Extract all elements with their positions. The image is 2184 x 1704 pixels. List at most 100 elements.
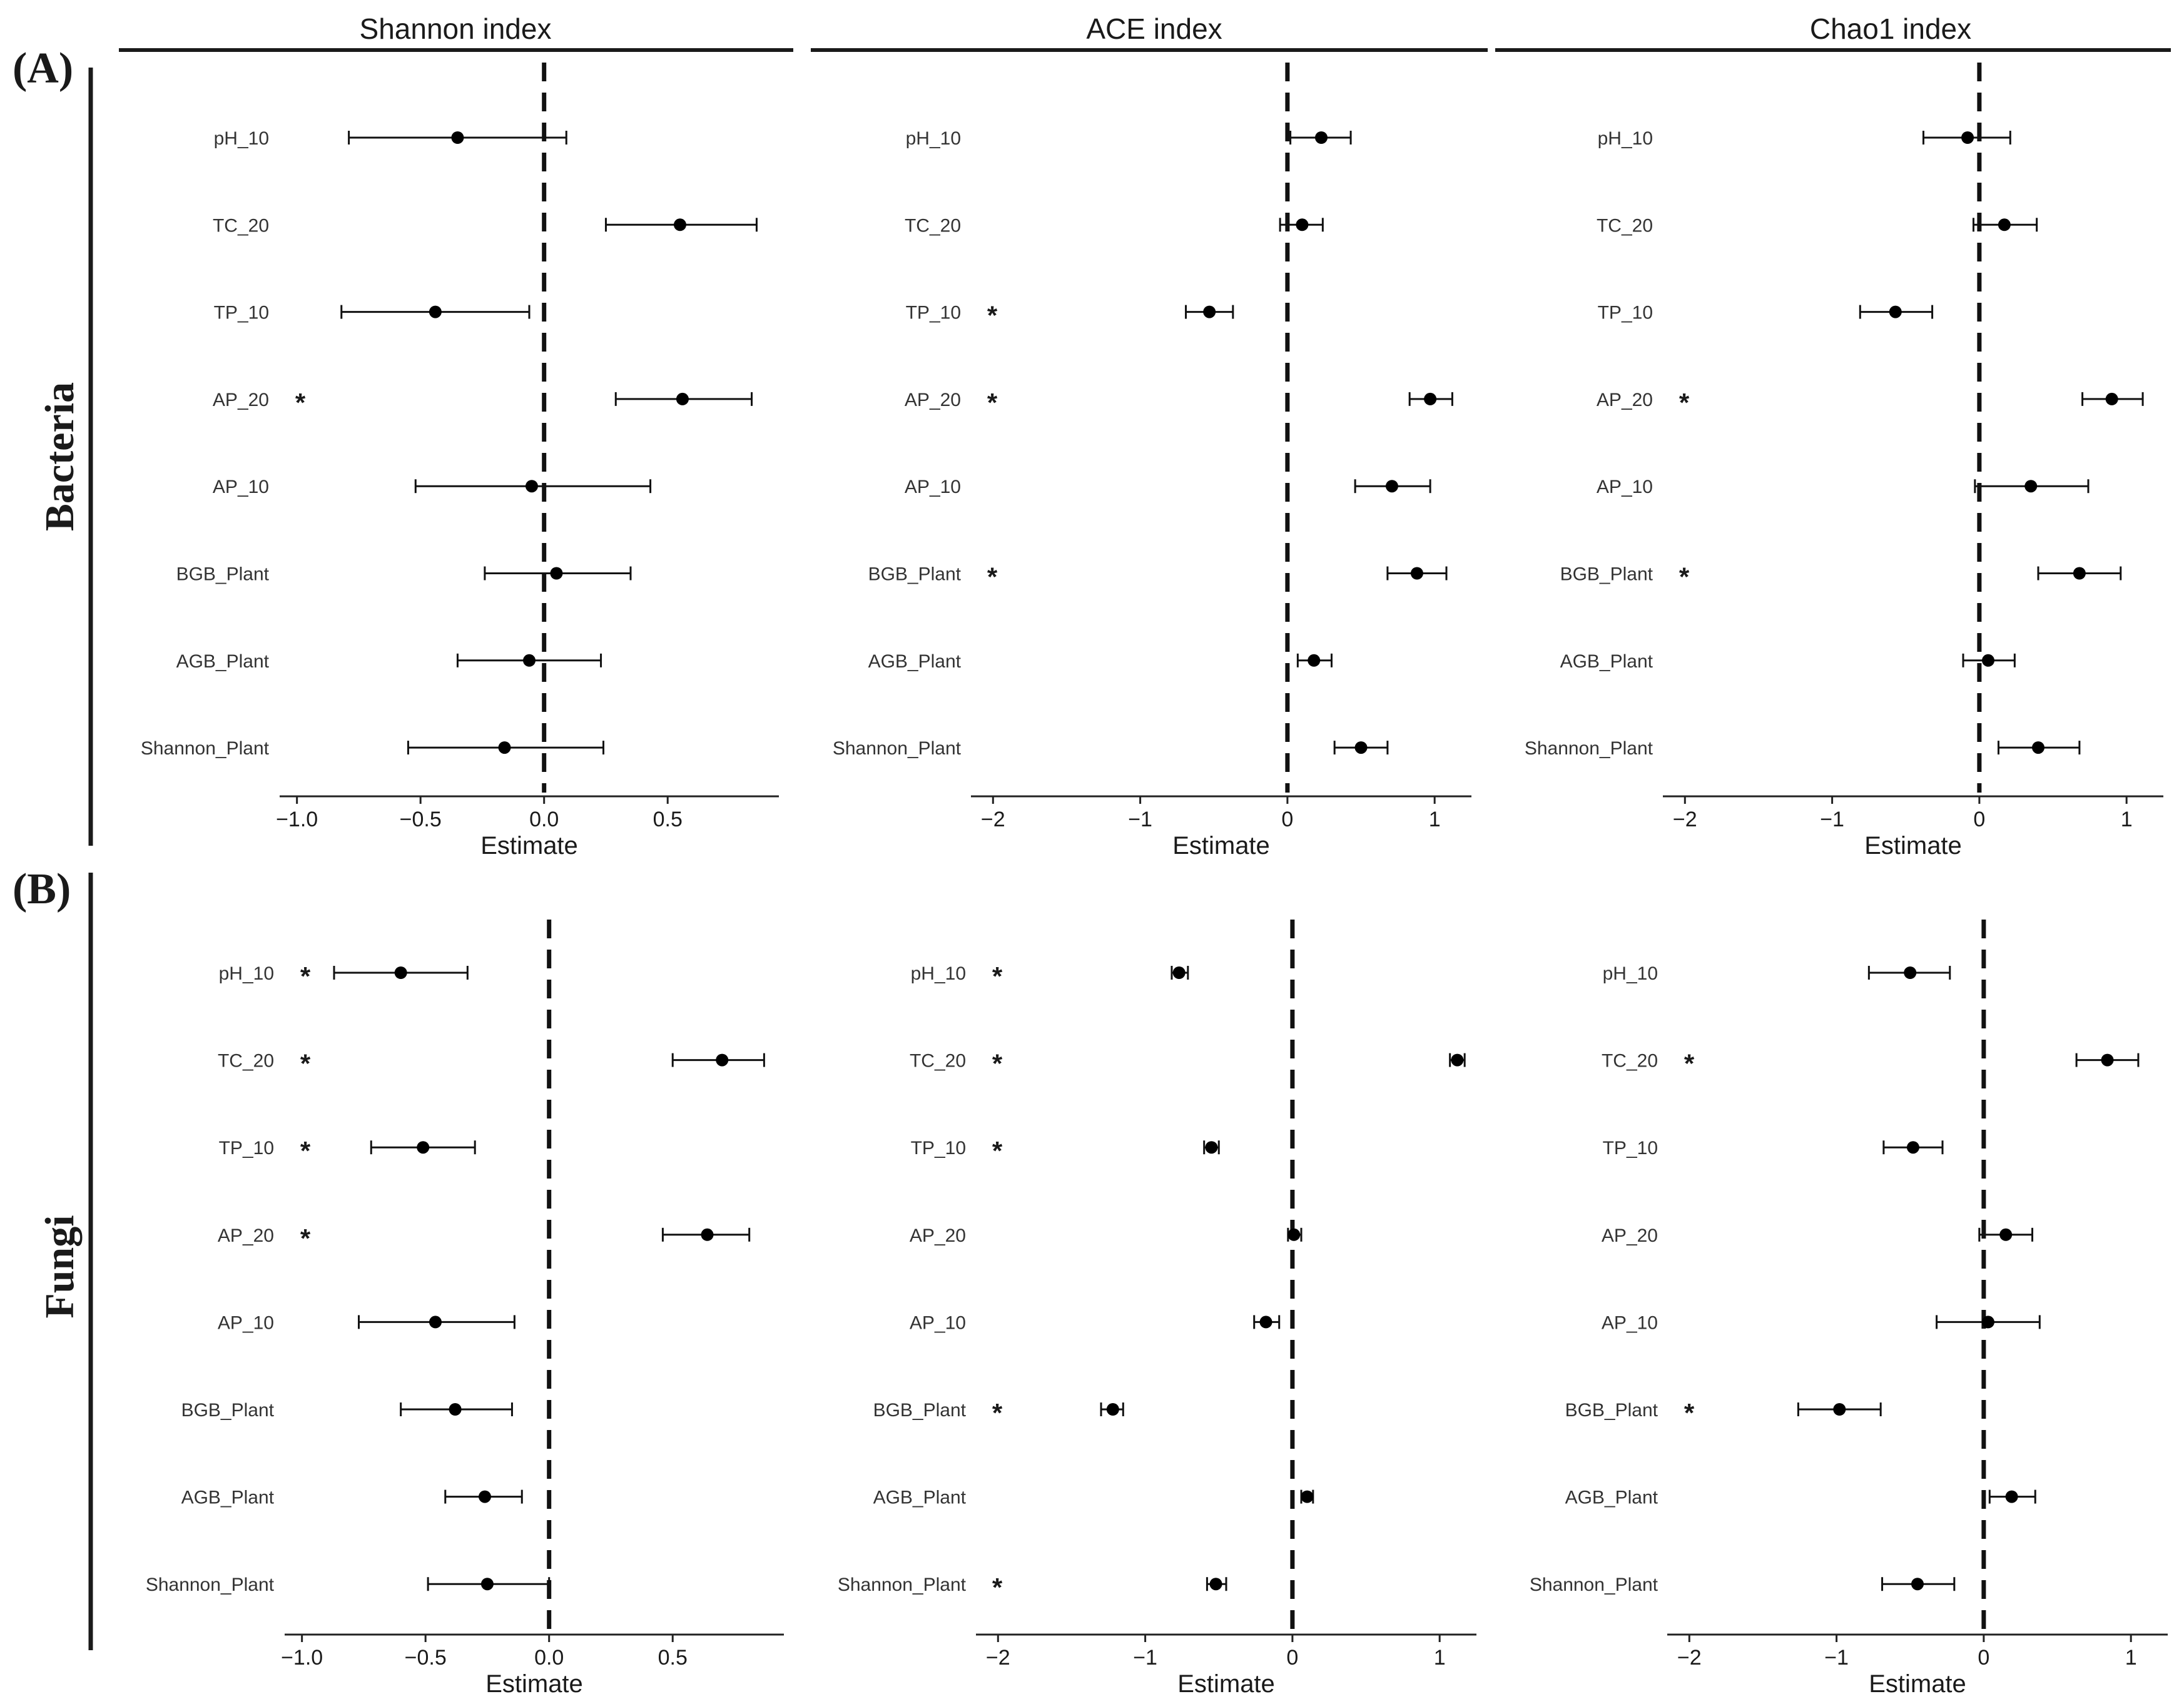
estimate-point xyxy=(676,392,689,405)
variable-label: AP_10 xyxy=(218,1312,274,1333)
variable-label: BGB_Plant xyxy=(868,564,962,585)
x-tick-label: 1 xyxy=(2121,808,2133,831)
significance-star: * xyxy=(300,1224,311,1253)
variable-label: TP_10 xyxy=(219,1138,274,1159)
variable-label: AP_10 xyxy=(910,1312,966,1333)
x-axis-title: Estimate xyxy=(485,1670,583,1698)
estimate-point xyxy=(1209,1578,1222,1591)
variable-label: AP_10 xyxy=(213,477,269,497)
x-tick-label: −0.5 xyxy=(405,1646,447,1670)
x-tick-label: 0.5 xyxy=(653,808,683,831)
variable-label: pH_10 xyxy=(906,128,961,149)
estimate-point xyxy=(2101,1053,2114,1067)
estimate-point xyxy=(1904,966,1917,979)
variable-label: AP_20 xyxy=(905,390,961,410)
column-title-ace: ACE index xyxy=(1086,13,1222,45)
significance-star: * xyxy=(300,1049,311,1078)
x-tick-label: −1.0 xyxy=(281,1646,323,1670)
estimate-point xyxy=(394,966,407,979)
estimate-point xyxy=(1981,1316,1994,1329)
estimate-point xyxy=(1259,1316,1272,1329)
variable-label: BGB_Plant xyxy=(1565,1400,1658,1421)
estimate-point xyxy=(480,1578,494,1591)
variable-label: Shannon_Plant xyxy=(833,738,962,759)
estimate-point xyxy=(1833,1403,1846,1416)
variable-label: TP_10 xyxy=(214,303,269,323)
estimate-point xyxy=(716,1053,729,1067)
estimate-point xyxy=(1172,966,1186,979)
estimate-point xyxy=(1906,1141,1919,1154)
variable-label: pH_10 xyxy=(214,128,269,149)
row-label-fungi: Fungi xyxy=(37,1215,83,1318)
significance-star: * xyxy=(992,1573,1003,1602)
significance-star: * xyxy=(1679,388,1690,417)
estimate-point xyxy=(1354,741,1368,754)
x-tick-label: 0.0 xyxy=(534,1646,564,1670)
estimate-point xyxy=(1424,392,1437,405)
significance-star: * xyxy=(1684,1049,1695,1078)
estimate-point xyxy=(523,654,536,667)
estimate-point xyxy=(1205,1141,1218,1154)
variable-label: TP_10 xyxy=(1598,303,1653,323)
estimate-point xyxy=(1203,305,1216,318)
x-tick-label: −0.5 xyxy=(400,808,442,831)
estimate-point xyxy=(1315,131,1328,144)
forest-plot-fungi-ace: −2 −1 0 1 Estimate pH_10 * TC_20 * TP_10 * AP_20 AP_… xyxy=(838,920,1476,1698)
estimate-point xyxy=(1999,1228,2013,1241)
variable-label: AGB_Plant xyxy=(181,1488,275,1508)
x-axis-title: Estimate xyxy=(1172,832,1270,860)
x-tick-label: 0 xyxy=(1978,1646,1989,1670)
x-tick-label: 1 xyxy=(1434,1646,1446,1670)
variable-label: AP_10 xyxy=(905,477,961,497)
x-tick-label: 1 xyxy=(1429,808,1441,831)
variable-label: pH_10 xyxy=(911,963,966,984)
variable-label: Shannon_Plant xyxy=(1525,738,1653,759)
x-tick-label: 1 xyxy=(2125,1646,2137,1670)
x-tick-label: −1 xyxy=(1824,1646,1849,1670)
variable-label: TP_10 xyxy=(911,1138,966,1159)
variable-label: AGB_Plant xyxy=(1560,651,1653,672)
x-tick-label: 0 xyxy=(1281,808,1293,831)
estimate-point xyxy=(1385,480,1398,493)
estimate-point xyxy=(2032,741,2044,754)
significance-star: * xyxy=(987,388,998,417)
x-tick-label: −1 xyxy=(1128,808,1152,831)
x-tick-label: 0.0 xyxy=(529,808,559,831)
significance-star: * xyxy=(992,1398,1003,1428)
x-axis-title: Estimate xyxy=(1177,1670,1275,1698)
x-tick-label: −2 xyxy=(986,1646,1010,1670)
column-title-shannon: Shannon index xyxy=(360,13,552,45)
estimate-point xyxy=(525,480,538,493)
x-tick-label: −1.0 xyxy=(276,808,318,831)
significance-star: * xyxy=(300,961,311,991)
estimate-point xyxy=(673,218,686,231)
estimate-point xyxy=(1889,305,1902,318)
variable-label: pH_10 xyxy=(219,963,274,984)
significance-star: * xyxy=(1684,1398,1695,1428)
variable-label: pH_10 xyxy=(1598,128,1653,149)
significance-star: * xyxy=(300,1136,311,1165)
x-tick-label: −2 xyxy=(1673,808,1697,831)
x-tick-label: −1 xyxy=(1820,808,1844,831)
variable-label: AGB_Plant xyxy=(873,1488,967,1508)
x-axis-title: Estimate xyxy=(480,832,578,860)
estimate-point xyxy=(2005,1490,2018,1503)
estimate-point xyxy=(2073,567,2086,580)
estimate-point xyxy=(1106,1403,1119,1416)
variable-label: Shannon_Plant xyxy=(146,1575,275,1595)
variable-label: pH_10 xyxy=(1603,963,1658,984)
variable-label: AP_20 xyxy=(218,1225,274,1246)
variable-label: AP_20 xyxy=(213,390,269,410)
x-tick-label: 0 xyxy=(1286,1646,1298,1670)
variable-label: AP_10 xyxy=(1602,1312,1658,1333)
variable-label: Shannon_Plant xyxy=(1530,1575,1658,1595)
estimate-point xyxy=(449,1403,462,1416)
variable-label: AGB_Plant xyxy=(868,651,962,672)
variable-label: Shannon_Plant xyxy=(838,1575,967,1595)
x-tick-label: −2 xyxy=(981,808,1005,831)
significance-star: * xyxy=(992,1136,1003,1165)
significance-star: * xyxy=(987,562,998,592)
estimate-point xyxy=(429,305,442,318)
variable-label: TC_20 xyxy=(218,1051,274,1072)
x-axis-title: Estimate xyxy=(1869,1670,1966,1698)
